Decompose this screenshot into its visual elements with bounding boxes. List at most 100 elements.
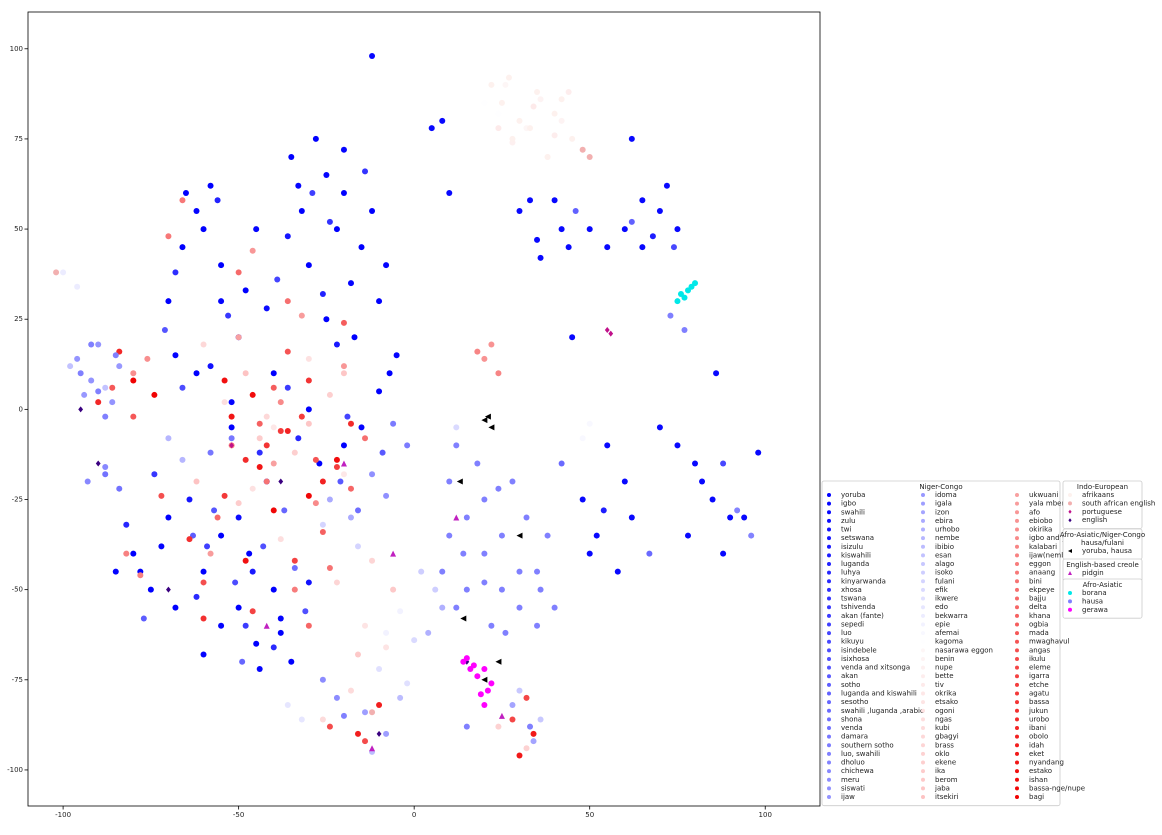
point [67, 363, 74, 370]
point [88, 341, 95, 348]
point [404, 442, 411, 449]
point [298, 716, 305, 723]
point [229, 442, 235, 449]
legend-label: ekene [935, 759, 956, 767]
point [298, 208, 305, 215]
legend-marker [827, 726, 831, 731]
point [200, 615, 207, 622]
point [355, 730, 361, 737]
legend-marker [1015, 777, 1019, 782]
point [323, 316, 330, 323]
point [228, 399, 235, 406]
legend-marker [1068, 599, 1072, 604]
legend-label: ishan [1029, 776, 1048, 784]
legend-marker [921, 493, 925, 497]
point [256, 449, 263, 456]
point [646, 550, 653, 557]
legend-label: luganda and kiswahili [841, 689, 917, 697]
point [369, 709, 376, 716]
legend-marker [827, 708, 831, 713]
legend-label: ijaw(nembe) [1029, 551, 1073, 559]
point [137, 572, 144, 579]
legend-marker [1015, 769, 1019, 774]
point [397, 694, 404, 701]
legend-marker [1015, 674, 1019, 679]
point [383, 644, 390, 651]
point [495, 485, 502, 492]
point [204, 543, 211, 550]
point [172, 269, 179, 276]
legend-label: bassa [1029, 698, 1049, 706]
legend-subtitle: hausa/fulani [1081, 539, 1124, 547]
legend-marker [1015, 544, 1019, 549]
point [351, 334, 358, 341]
legend-marker [1015, 510, 1019, 515]
point [495, 370, 502, 377]
point [78, 406, 84, 413]
legend-label: shona [841, 715, 862, 723]
point [116, 485, 123, 492]
point [277, 399, 284, 406]
point [551, 132, 558, 139]
legend-label: tshivenda [841, 603, 875, 611]
legend-marker [1015, 786, 1019, 791]
point [383, 262, 390, 269]
point [530, 730, 537, 737]
point [193, 593, 200, 600]
point [495, 110, 502, 117]
point [326, 218, 333, 225]
legend-label: portuguese [1082, 508, 1122, 516]
point [604, 244, 611, 251]
legend-label: damara [841, 733, 868, 741]
legend-marker [1015, 527, 1019, 532]
legend-label: luhya [841, 569, 860, 577]
legend-marker [827, 493, 831, 497]
point [200, 579, 207, 586]
legend-label: chichewa [841, 767, 874, 775]
legend-marker [1015, 760, 1019, 765]
point [295, 182, 302, 189]
point [386, 370, 393, 377]
legend-label: tswana [841, 595, 866, 603]
point [600, 507, 607, 514]
point [312, 500, 319, 507]
point [340, 146, 347, 153]
point [102, 471, 109, 478]
point [463, 723, 470, 730]
legend-marker [827, 579, 831, 584]
point [218, 298, 225, 305]
point [305, 355, 312, 362]
point [179, 197, 186, 204]
legend-label: brass [935, 741, 954, 749]
legend-marker [1015, 587, 1019, 592]
point [411, 637, 418, 644]
point [323, 171, 330, 178]
point [498, 99, 505, 106]
point [505, 74, 512, 81]
legend-marker [827, 613, 831, 618]
point [186, 496, 193, 503]
point [453, 514, 460, 521]
point [390, 550, 397, 557]
point [221, 492, 228, 499]
legend-marker [921, 656, 925, 661]
point [439, 568, 446, 575]
legend-label: ebira [935, 517, 953, 525]
legend-marker [827, 786, 831, 791]
legend-label: alago [935, 560, 954, 568]
legend-label: bajju [1029, 595, 1046, 603]
point [319, 290, 326, 297]
legend-label: english [1082, 516, 1107, 524]
point [544, 532, 551, 539]
point [621, 226, 628, 233]
point [161, 327, 168, 334]
point [228, 435, 235, 442]
point [239, 658, 246, 665]
legend-label: bekwarra [935, 612, 968, 620]
point [95, 341, 102, 348]
legend-title: Indo-European [1077, 483, 1128, 491]
x-tick-label: 0 [412, 811, 416, 819]
y-tick-label: 75 [14, 135, 23, 143]
y-tick-label: 100 [10, 45, 23, 53]
point [481, 702, 488, 709]
